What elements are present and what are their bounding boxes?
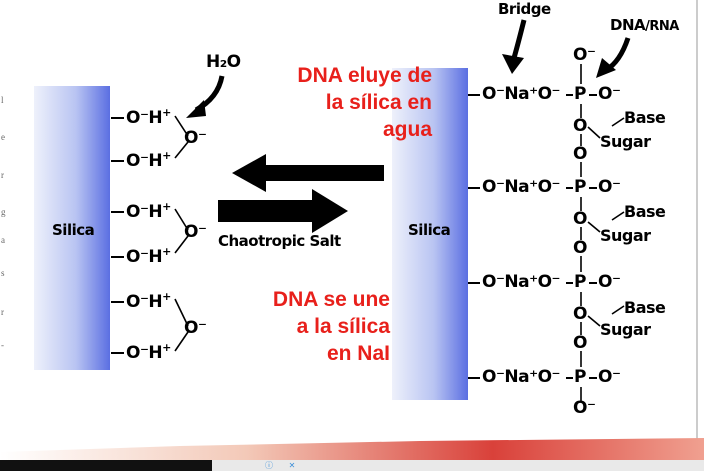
elution-arrow: [232, 154, 384, 192]
h2o-arrow: [186, 75, 225, 118]
sodium-bridge-3: O⁻Na⁺O⁻: [482, 272, 561, 292]
phosphate-oxygen-4: O⁻: [598, 367, 621, 387]
ad-strip: [212, 460, 704, 471]
water-bonds: [174, 115, 189, 352]
phosphate-oxygen-3: O⁻: [598, 272, 621, 292]
base-label-2: Base: [624, 202, 666, 221]
phosphorus-1: P: [574, 84, 586, 104]
binding-text-line-3: en NaI: [326, 342, 390, 365]
ester-oxygen-3: O: [573, 209, 587, 229]
silica-label-right: Silica: [408, 221, 451, 239]
base-label-3: Base: [624, 298, 666, 317]
ester-oxygen-2: O: [573, 144, 587, 164]
elution-text-line-2: la sílica en: [325, 91, 432, 114]
silanol-group-6: O⁻H+: [126, 341, 171, 363]
info-icon[interactable]: ⓘ: [265, 461, 273, 470]
phosphorus-4: P: [574, 367, 586, 387]
binding-arrow: [218, 189, 348, 233]
sodium-bridge-4: O⁻Na⁺O⁻: [482, 367, 561, 387]
bridge-label: Bridge: [498, 0, 551, 18]
sugar-label-1: Sugar: [600, 132, 651, 151]
silica-label-left: Silica: [52, 221, 95, 239]
silanol-group-2: O⁻H+: [126, 149, 171, 171]
sugar-label-2: Sugar: [600, 226, 651, 245]
sugar-label-3: Sugar: [600, 320, 651, 339]
water-oxygen-3: O⁻: [184, 318, 207, 338]
ester-oxygen-1: O: [573, 116, 587, 136]
water-oxygen-1: O⁻: [184, 128, 207, 148]
ester-oxygen-6: O: [573, 333, 587, 353]
silanol-group-5: O⁻H+: [126, 290, 171, 312]
silanol-group-3: O⁻H+: [126, 200, 171, 222]
silanol-group-1: O⁻H+: [126, 106, 171, 128]
elution-text-line-3: agua: [382, 118, 432, 141]
backbone-vertical-bonds: [580, 64, 625, 402]
terminal-oxygen-top: O⁻: [573, 45, 596, 65]
ester-oxygen-4: O: [573, 238, 587, 258]
terminal-oxygen-bottom: O⁻: [573, 398, 596, 418]
binding-text-line-1: DNA se une: [272, 288, 390, 311]
phosphate-oxygen-2: O⁻: [598, 177, 621, 197]
phosphorus-2: P: [574, 177, 586, 197]
binding-text: DNA se une a la sílica en NaI: [236, 286, 390, 367]
elution-text-line-1: DNA eluye de: [297, 64, 432, 87]
sodium-bridge-1: O⁻Na⁺O⁻: [482, 84, 561, 104]
silanol-group-4: O⁻H+: [126, 245, 171, 267]
dna-rna-label: DNA/RNA: [610, 16, 679, 34]
right-bonds: [468, 94, 597, 379]
bridge-arrow: [502, 19, 527, 74]
base-label-1: Base: [624, 108, 666, 127]
ester-oxygen-5: O: [573, 304, 587, 324]
elution-text: DNA eluye de la sílica en agua: [256, 62, 432, 143]
h2o-label: H₂O: [206, 52, 241, 72]
sodium-bridge-2: O⁻Na⁺O⁻: [482, 177, 561, 197]
phosphate-oxygen-1: O⁻: [598, 84, 621, 104]
silica-block-right: [392, 68, 468, 400]
bottom-stripe: [0, 438, 704, 460]
silica-block-left: [34, 86, 110, 370]
binding-text-line-2: a la sílica: [296, 315, 390, 338]
left-bonds: [111, 117, 124, 354]
phosphorus-3: P: [574, 272, 586, 292]
chaotropic-salt-label: Chaotropic Salt: [218, 232, 341, 250]
close-icon[interactable]: ✕: [288, 461, 296, 470]
dna-rna-arrow: [596, 37, 631, 78]
water-oxygen-2: O⁻: [184, 222, 207, 242]
